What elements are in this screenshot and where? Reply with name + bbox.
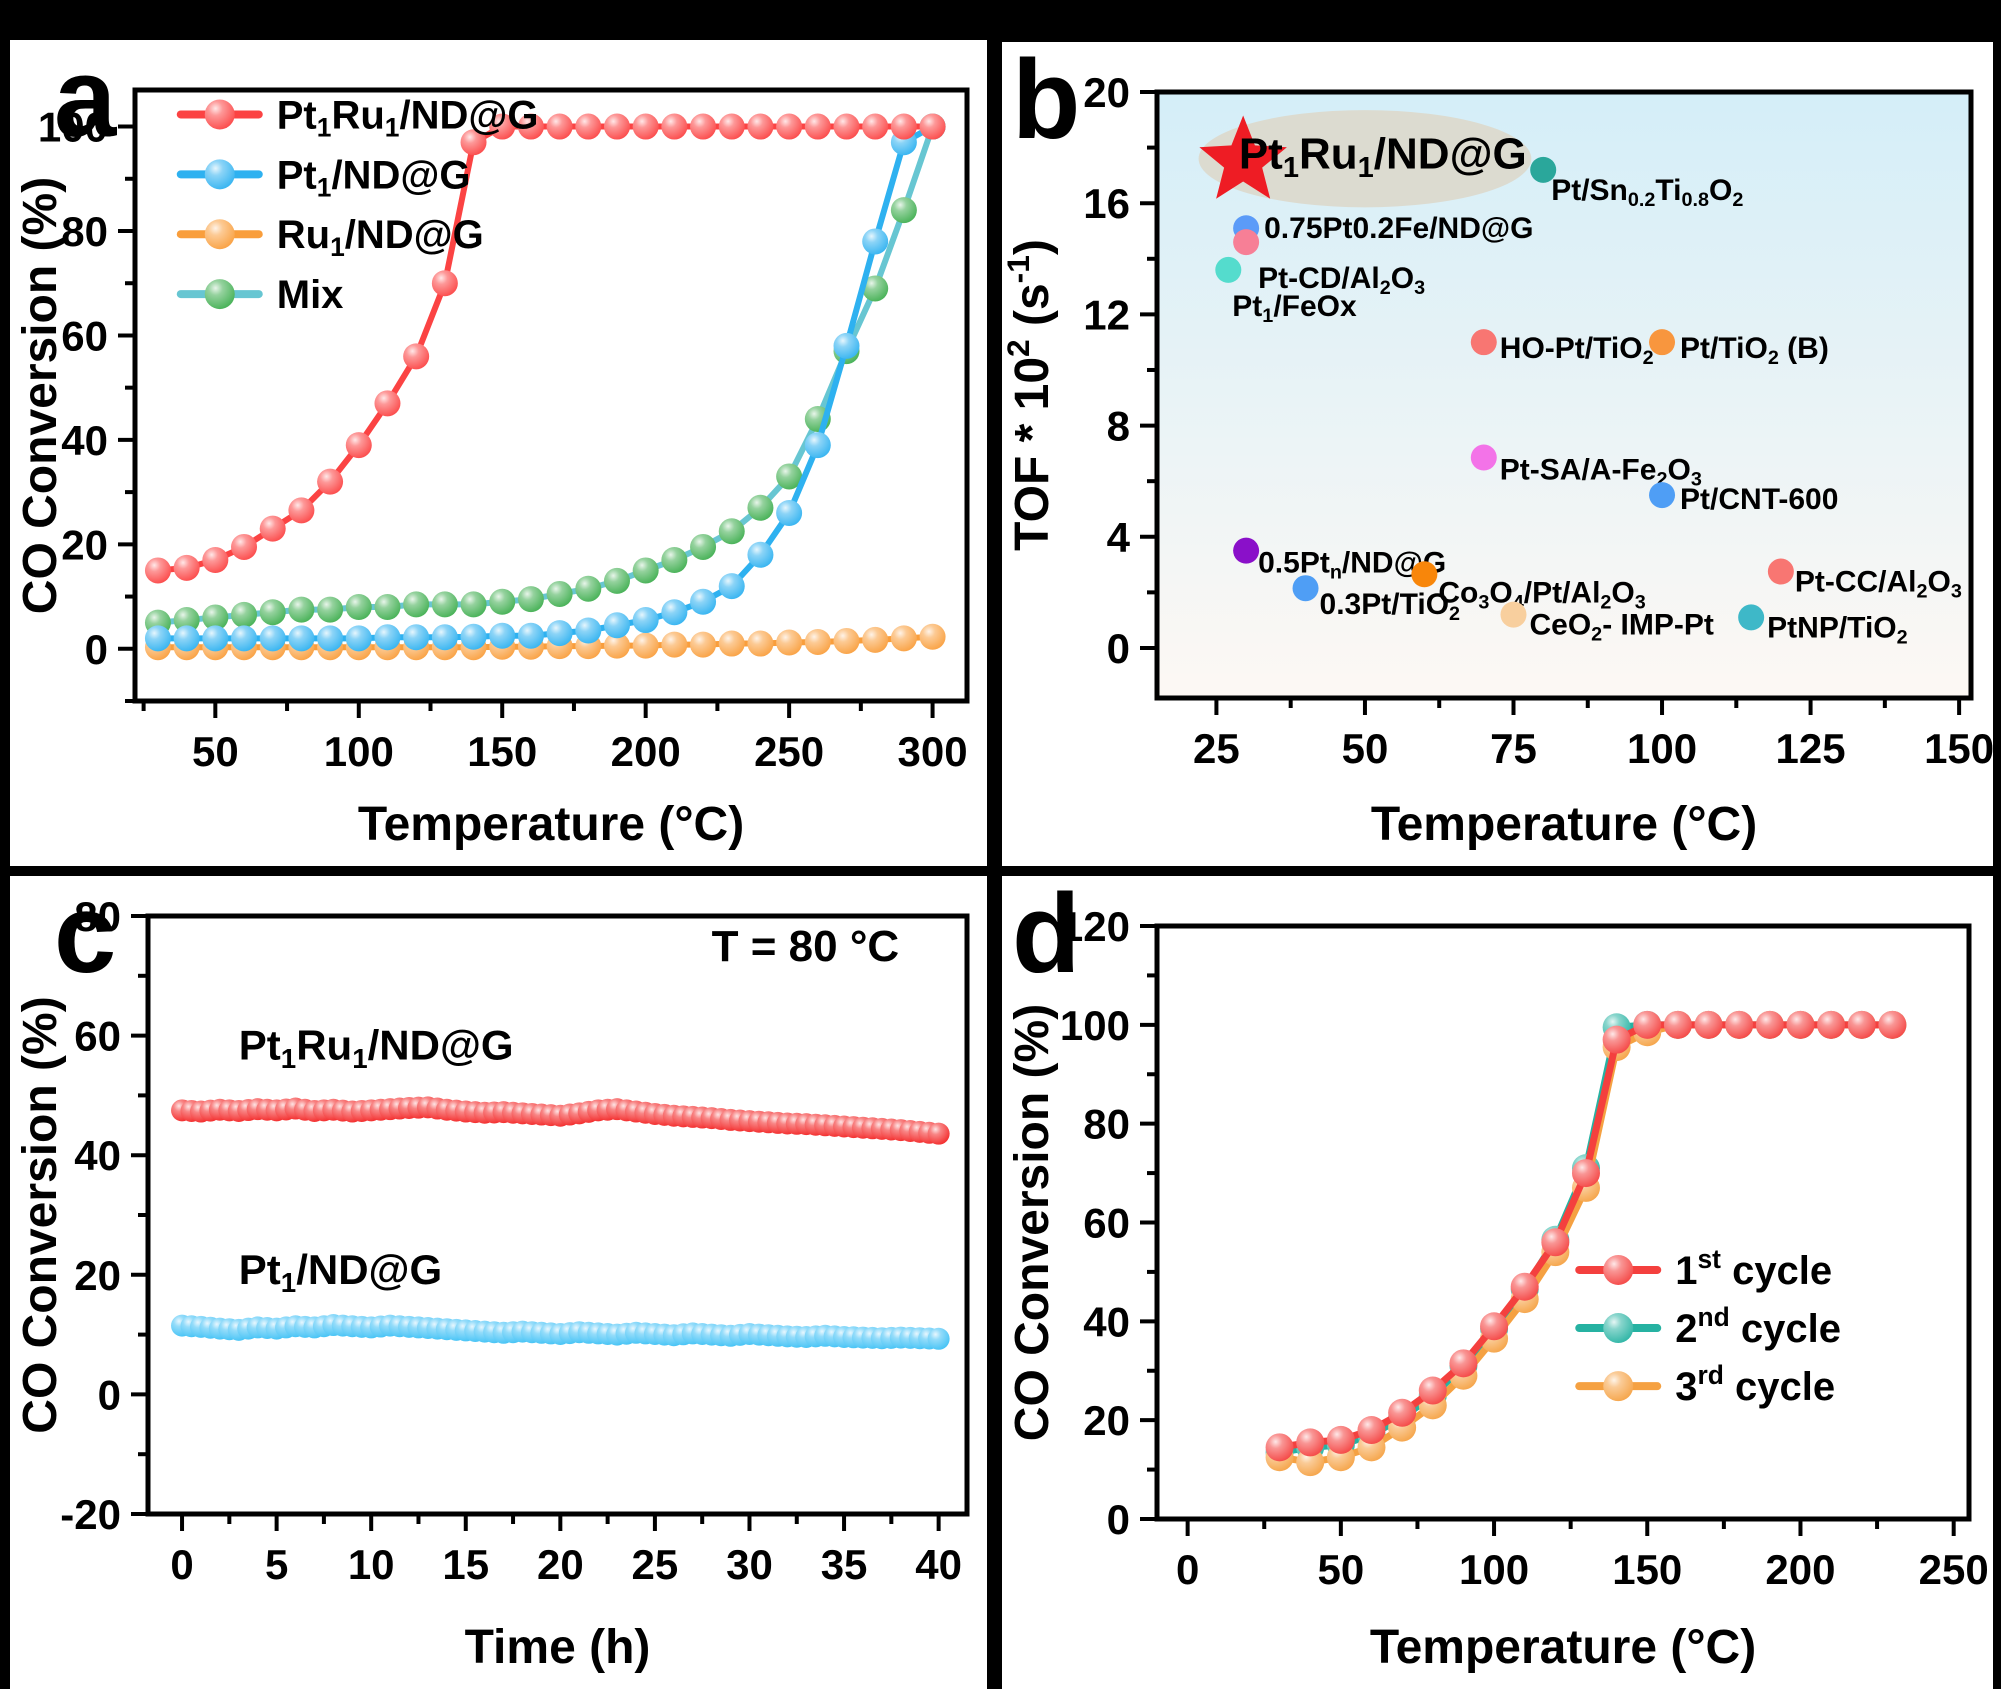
svg-text:20: 20 [74, 1252, 121, 1299]
chart-a-lightoff-curves: 50 100 150 200 250 300 0 20 40 60 80 100 Temperature… [14, 87, 970, 851]
svg-text:150: 150 [467, 728, 537, 775]
svg-text:50: 50 [1317, 1546, 1364, 1593]
svg-text:20: 20 [61, 521, 108, 568]
svg-text:100: 100 [1060, 1002, 1130, 1049]
svg-text:100: 100 [324, 728, 394, 775]
svg-text:20: 20 [1083, 1397, 1130, 1444]
svg-text:25: 25 [1193, 725, 1240, 772]
svg-text:12: 12 [1083, 291, 1130, 338]
svg-text:Pt/TiO2 (B): Pt/TiO2 (B) [1680, 332, 1829, 369]
svg-text:100: 100 [1627, 725, 1697, 772]
panel-letter-c: c [54, 871, 117, 996]
svg-text:200: 200 [1765, 1546, 1835, 1593]
svg-text:40: 40 [915, 1541, 962, 1588]
svg-text:Pt1Ru1/ND@G: Pt1Ru1/ND@G [1239, 129, 1527, 184]
svg-text:80: 80 [1083, 1101, 1130, 1148]
svg-text:HO-Pt/TiO2: HO-Pt/TiO2 [1500, 332, 1654, 369]
panel-b: b Pt/Sn0.2Ti0.8O2 0.75Pt0.2Fe/ND@G Pt-CD/A… [1002, 42, 1993, 866]
svg-text:40: 40 [1083, 1298, 1130, 1345]
svg-text:Pt1Ru1/ND@G: Pt1Ru1/ND@G [239, 1022, 514, 1074]
panel-letter-b: b [1012, 37, 1081, 162]
panel-letter-a: a [54, 35, 117, 160]
svg-text:20: 20 [1083, 69, 1130, 116]
svg-text:25: 25 [632, 1541, 679, 1588]
svg-text:0: 0 [98, 1371, 121, 1418]
panel-a: a 50 100 150 200 250 300 0 20 40 60 80 100 Temperatu… [10, 40, 987, 866]
svg-text:1st cycle: 1st cycle [1675, 1244, 1832, 1293]
svg-text:60: 60 [1083, 1200, 1130, 1247]
panel-c: c Pt1Ru1/ND@G Pt1/ND@G T = 80 °C 0 5 10 15 20 25… [10, 876, 987, 1689]
svg-text:100: 100 [1459, 1546, 1529, 1593]
svg-text:CO Conversion (%): CO Conversion (%) [14, 177, 67, 614]
svg-text:50: 50 [1342, 725, 1389, 772]
svg-text:Temperature (°C): Temperature (°C) [1371, 798, 1757, 851]
svg-text:CO Conversion (%): CO Conversion (%) [1006, 1004, 1059, 1441]
svg-text:35: 35 [821, 1541, 868, 1588]
svg-text:8: 8 [1107, 403, 1130, 450]
svg-text:80: 80 [61, 208, 108, 255]
svg-text:60: 60 [61, 312, 108, 359]
svg-text:250: 250 [1919, 1546, 1989, 1593]
svg-text:0: 0 [170, 1541, 193, 1588]
svg-text:100: 100 [38, 104, 108, 151]
svg-text:Co3O4/Pt/Al2O3: Co3O4/Pt/Al2O3 [1438, 576, 1645, 613]
svg-text:Temperature (°C): Temperature (°C) [1370, 1621, 1756, 1674]
svg-text:Pt1/ND@G: Pt1/ND@G [277, 153, 471, 202]
svg-text:0.3Pt/TiO2: 0.3Pt/TiO2 [1320, 588, 1461, 625]
svg-text:60: 60 [74, 1013, 121, 1060]
svg-text:40: 40 [74, 1132, 121, 1179]
svg-text:Pt/Sn0.2Ti0.8O2: Pt/Sn0.2Ti0.8O2 [1551, 174, 1743, 211]
svg-text:Temperature (°C): Temperature (°C) [358, 798, 744, 851]
svg-text:Pt-SA/A-Fe2O3: Pt-SA/A-Fe2O3 [1500, 454, 1702, 491]
svg-text:CeO2- IMP-Pt: CeO2- IMP-Pt [1529, 609, 1713, 646]
svg-text:0.75Pt0.2Fe/ND@G: 0.75Pt0.2Fe/ND@G [1264, 212, 1533, 245]
svg-text:40: 40 [61, 417, 108, 464]
svg-text:Pt1/ND@G: Pt1/ND@G [239, 1246, 442, 1298]
svg-text:CO Conversion (%): CO Conversion (%) [14, 996, 67, 1433]
svg-text:16: 16 [1083, 180, 1130, 227]
svg-text:0: 0 [1107, 1496, 1130, 1543]
svg-text:TOF * 102 (s-1): TOF * 102 (s-1) [1002, 239, 1059, 551]
svg-text:300: 300 [898, 728, 968, 775]
svg-text:150: 150 [1612, 1546, 1682, 1593]
svg-text:15: 15 [442, 1541, 489, 1588]
svg-text:120: 120 [1060, 903, 1130, 950]
svg-text:200: 200 [611, 728, 681, 775]
svg-text:4: 4 [1107, 514, 1131, 561]
svg-text:10: 10 [348, 1541, 395, 1588]
svg-text:Ru1/ND@G: Ru1/ND@G [277, 213, 484, 262]
svg-text:T = 80 °C: T = 80 °C [712, 922, 900, 971]
svg-text:Time (h): Time (h) [465, 1621, 651, 1674]
svg-text:20: 20 [537, 1541, 584, 1588]
svg-text:PtNP/TiO2: PtNP/TiO2 [1767, 611, 1907, 648]
svg-text:0: 0 [85, 626, 108, 673]
svg-text:Pt-CC/Al2O3: Pt-CC/Al2O3 [1795, 566, 1962, 603]
chart-c-stability-test: Pt1Ru1/ND@G Pt1/ND@G T = 80 °C 0 5 10 15 20 25 30… [14, 893, 970, 1674]
panel-letter-d: d [1012, 871, 1081, 996]
svg-text:Pt1/FeOx: Pt1/FeOx [1232, 290, 1357, 327]
svg-text:30: 30 [726, 1541, 773, 1588]
svg-text:75: 75 [1490, 725, 1537, 772]
svg-text:3rd cycle: 3rd cycle [1675, 1360, 1835, 1409]
svg-text:125: 125 [1776, 725, 1846, 772]
svg-text:80: 80 [74, 893, 121, 940]
panel-d: d 0 50 100 150 200 250 0 20 40 60 80 100 120 Temperat… [1002, 876, 1993, 1689]
svg-text:Mix: Mix [277, 273, 344, 317]
svg-text:250: 250 [754, 728, 824, 775]
chart-d-cycle-test: 0 50 100 150 200 250 0 20 40 60 80 100 120 Temperatur… [1006, 903, 1989, 1674]
svg-text:0: 0 [1176, 1546, 1199, 1593]
svg-text:0: 0 [1107, 625, 1130, 672]
svg-text:2nd cycle: 2nd cycle [1675, 1302, 1841, 1351]
svg-text:Pt/CNT-600: Pt/CNT-600 [1680, 483, 1838, 516]
svg-text:-20: -20 [60, 1491, 121, 1538]
svg-text:Pt1Ru1/ND@G: Pt1Ru1/ND@G [277, 93, 539, 142]
svg-text:5: 5 [265, 1541, 288, 1588]
chart-b-tof-scatter: Pt/Sn0.2Ti0.8O2 0.75Pt0.2Fe/ND@G Pt-CD/Al2… [1002, 69, 1993, 851]
svg-text:150: 150 [1924, 725, 1993, 772]
svg-text:Pt-CD/Al2O3: Pt-CD/Al2O3 [1258, 262, 1425, 299]
svg-text:50: 50 [192, 728, 239, 775]
